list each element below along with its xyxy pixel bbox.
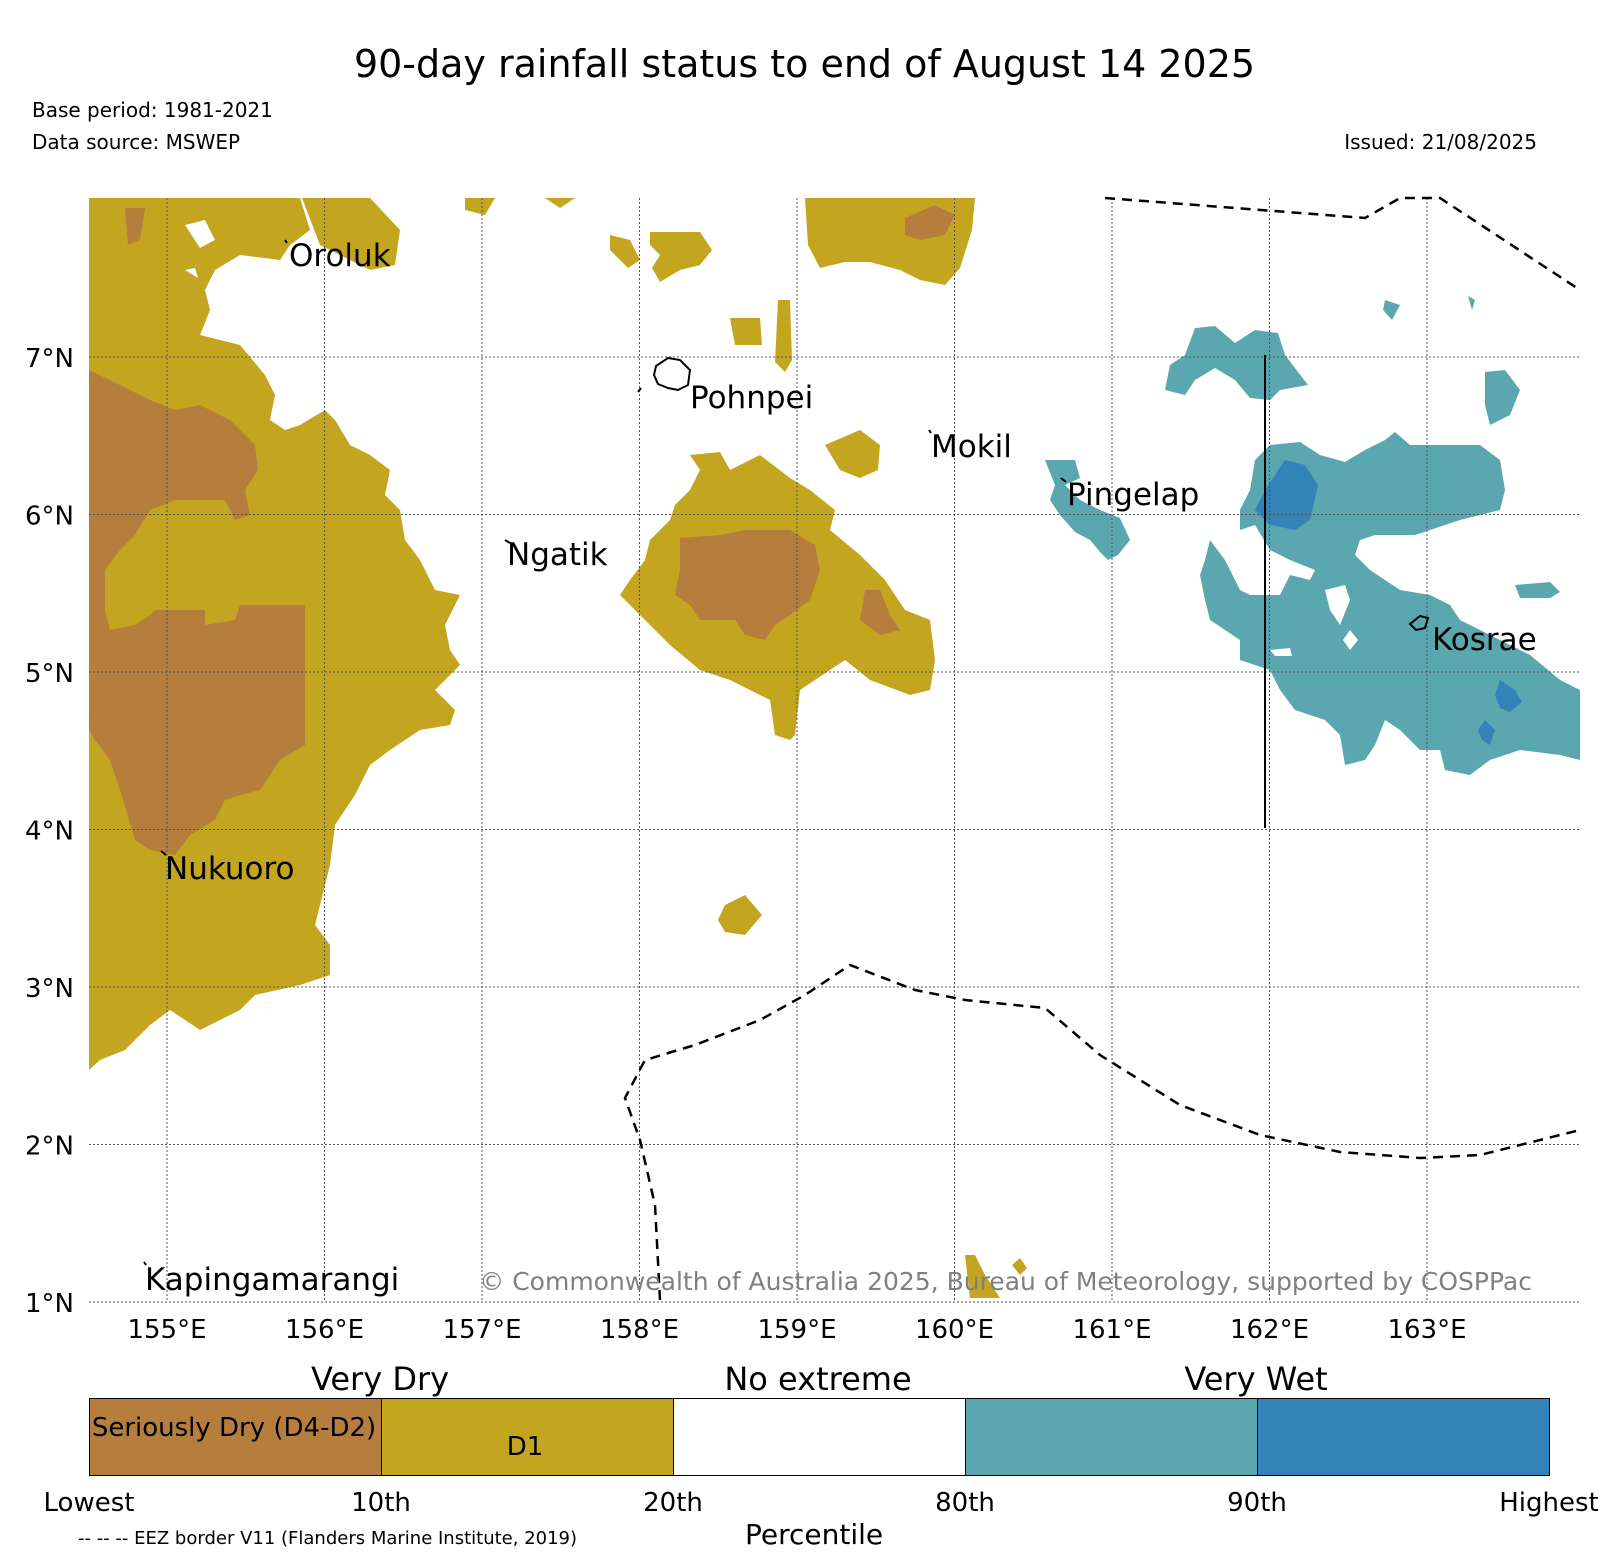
dry-hole-b [185,268,198,278]
legend-category-very-dry: Very Dry [310,1360,450,1398]
pingelap-marker [1060,477,1067,483]
kosrae-island-outline [1408,614,1430,632]
oroluk-marker [284,239,288,244]
legend-swatch-seriously-dry [89,1398,382,1476]
place-label-pohnpei: Pohnpei [690,380,813,416]
page-title: 90-day rainfall status to end of August … [353,42,1256,86]
map-grid [89,198,1580,1303]
lon-label: 157°E [442,1315,521,1345]
d1-top-blob-f [805,198,975,285]
pohnpei-atoll-mark [637,387,642,393]
legend-tick-10th: 10th [351,1488,411,1518]
seriously-dry-top [905,205,955,240]
legend-swatch-no-extreme [673,1398,966,1476]
lon-label: 162°E [1230,1315,1309,1345]
kapingamarangi-marker [143,1261,147,1266]
nukuoro-marker [160,850,167,856]
ngatik-marker [504,539,511,544]
d1-blob-k [965,1255,1000,1298]
eez-note: -- -- -- EEZ border V11 (Flanders Marine… [78,1528,578,1549]
wet-blob-d [1468,296,1475,310]
d1-blob-l [1012,1258,1027,1275]
wet-hole-a [1325,585,1350,625]
copyright-note: © Commonwealth of Australia 2025, Bureau… [479,1267,1532,1296]
lat-label: 1°N [25,1289,74,1319]
place-label-nukuoro: Nukuoro [165,851,294,887]
lon-label: 161°E [1072,1315,1151,1345]
very-wet-east-c [1478,720,1495,745]
place-label-oroluk: Oroluk [289,238,391,274]
d1-blob-i [825,430,880,478]
wet-hole-b [1270,648,1292,656]
eez-borders [623,196,1581,1301]
legend-swatch-very-wet [1257,1398,1550,1476]
legend-axis-label: Percentile [745,1518,884,1551]
place-label-kapingamarangi: Kapingamarangi [145,1262,399,1298]
data-source: Data source: MSWEP [32,130,241,154]
eez-border-south [623,963,1581,1301]
latitude-labels: 7°N 6°N 5°N 4°N 3°N 2°N 1°N [25,344,74,1319]
wet-blob-c [1515,582,1560,598]
legend-swatch-d1 [381,1398,674,1476]
place-label-pingelap: Pingelap [1067,477,1199,513]
legend-tick-90th: 90th [1227,1488,1287,1518]
lat-label: 7°N [25,344,74,374]
lat-label: 4°N [25,817,74,847]
legend-label-seriously-dry: Seriously Dry (D4-D2) [91,1413,377,1443]
legend-swatch-wet [965,1398,1258,1476]
legend-tick-highest: Highest [1499,1488,1599,1518]
d1-top-blob-e [650,232,712,282]
seriously-dry-east [860,590,900,635]
island-markers [143,239,1067,1266]
d1-top-blob-d [610,235,640,268]
mokil-marker [928,429,932,434]
wet-blob-a [1383,300,1400,320]
d1-top-blob-b [465,198,495,215]
lat-label: 3°N [25,974,74,1004]
legend-tick-20th: 20th [643,1488,703,1518]
place-label-mokil: Mokil [931,429,1012,465]
lon-label: 155°E [127,1315,206,1345]
issued-date: Issued: 21/08/2025 [1344,130,1537,154]
lat-label: 5°N [25,659,74,689]
d1-blob-j [718,895,762,935]
wet-north [1165,326,1308,400]
d1-blob-g [730,318,762,345]
lon-label: 163°E [1387,1315,1466,1345]
d1-top-blob-c [545,198,575,208]
seriously-dry-central [675,530,820,640]
d1-blob-h [775,300,792,372]
legend-tick-80th: 80th [935,1488,995,1518]
wet-hole-c [1343,630,1358,650]
lon-label: 158°E [600,1315,679,1345]
wet-pingelap [1045,460,1130,560]
lat-label: 6°N [25,502,74,532]
seriously-dry-north [125,208,145,245]
very-wet-east-b [1495,680,1522,712]
legend-category-no-extreme: No extreme [724,1360,912,1398]
legend-category-very-wet: Very Wet [1184,1360,1328,1398]
place-label-ngatik: Ngatik [507,537,608,573]
lat-label: 2°N [25,1132,74,1162]
seriously-dry-west [89,370,305,855]
d1-top-blob-a [302,198,400,270]
wet-blob-b [1485,370,1520,425]
lon-label: 160°E [915,1315,994,1345]
pohnpei-island-outline [652,356,692,392]
place-labels: Oroluk Pohnpei Mokil Pingelap Ngatik Nuk… [145,238,1537,1298]
eez-border-north [1104,196,1581,292]
map-layers [89,198,1580,1298]
legend-label-d1: D1 [506,1432,544,1462]
wet-east-main [1200,432,1580,775]
dry-hole-a [185,220,215,248]
lon-label: 159°E [757,1315,836,1345]
longitude-labels: 155°E 156°E 157°E 158°E 159°E 160°E 161°E 162°E… [127,1315,1466,1345]
very-wet-east-a [1255,460,1318,530]
place-label-kosrae: Kosrae [1432,622,1537,658]
base-period: Base period: 1981-2021 [32,98,273,122]
lon-label: 156°E [285,1315,364,1345]
legend-tick-lowest: Lowest [43,1488,135,1518]
